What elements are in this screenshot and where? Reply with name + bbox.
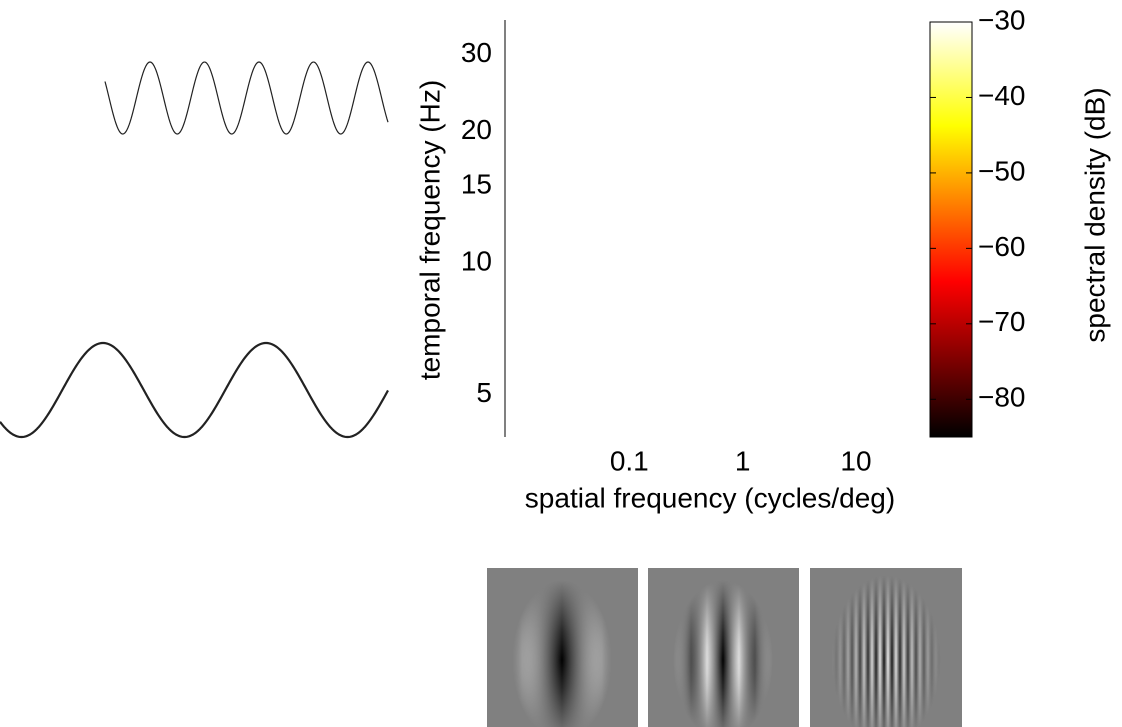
y-tick-label: 10 — [461, 245, 492, 276]
colorbar-tick-label: −50 — [978, 155, 1026, 186]
y-tick-label: 15 — [461, 169, 492, 200]
colorbar-tick-label: −80 — [978, 382, 1026, 413]
fast-sine-wave — [104, 61, 389, 135]
x-tick-label: 0.1 — [610, 445, 649, 476]
gabor-patches — [487, 568, 962, 727]
y-tick-label: 30 — [461, 37, 492, 68]
y-tick-label: 5 — [476, 377, 492, 408]
gabor-low-stripes — [487, 568, 638, 727]
colorbar-label: spectral density (dB) — [1079, 87, 1110, 342]
y-axis-label: temporal frequency (Hz) — [414, 80, 445, 380]
colorbar-tick-label: −40 — [978, 80, 1026, 111]
y-tick-label: 20 — [461, 114, 492, 145]
colorbar-tick-label: −60 — [978, 231, 1026, 262]
colorbar — [929, 21, 973, 438]
slow-sine-wave — [0, 341, 389, 439]
gabor-high-stripes — [810, 568, 962, 727]
x-tick-label: 10 — [840, 445, 871, 476]
colorbar-tick-label: −70 — [978, 306, 1026, 337]
x-axis-label: spatial frequency (cycles/deg) — [525, 482, 895, 513]
colorbar-tick-label: −30 — [978, 4, 1026, 35]
gabor-mid-stripes — [648, 568, 799, 727]
x-tick-label: 1 — [735, 445, 751, 476]
